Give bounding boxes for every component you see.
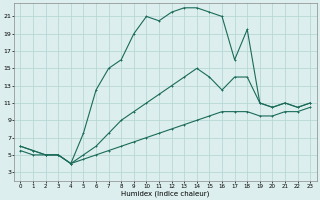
- X-axis label: Humidex (Indice chaleur): Humidex (Indice chaleur): [121, 190, 210, 197]
